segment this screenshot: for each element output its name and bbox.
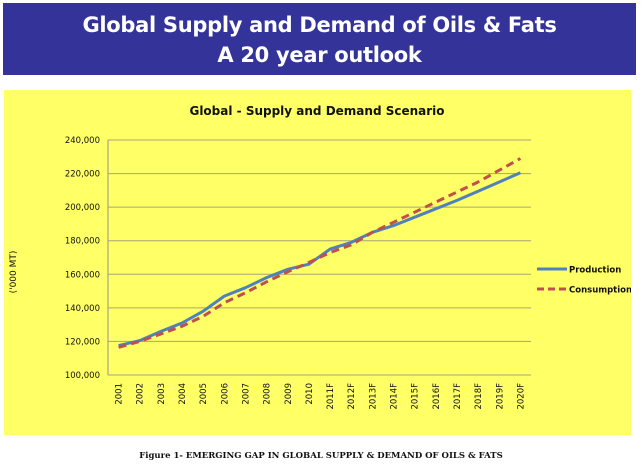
y-axis-label: ('000 MT) (9, 251, 19, 294)
legend-label: Production (569, 266, 621, 276)
x-tick-label: 2005 (199, 383, 209, 405)
figure-caption: Figure 1- EMERGING GAP IN GLOBAL SUPPLY … (139, 451, 503, 461)
x-axis-ticks: 2001 2002 2003 2004 2005 2006 2007 2008 2009 2010… (115, 383, 527, 410)
y-tick-label: 100,000 (65, 371, 100, 381)
x-tick-label: 2012F (347, 383, 357, 410)
series-line-production (118, 171, 522, 348)
x-tick-label: 2001 (115, 383, 125, 405)
x-tick-label: 2017F (453, 383, 463, 410)
x-tick-label: 2019F (495, 383, 505, 410)
series-line-consumption (118, 157, 522, 349)
series-lines (118, 157, 522, 349)
x-tick-label: 2003 (157, 383, 167, 405)
x-tick-label: 2009 (284, 383, 294, 405)
y-tick-label: 120,000 (65, 337, 100, 347)
gridlines (107, 139, 531, 376)
y-tick-label: 220,000 (65, 170, 100, 180)
x-tick-label: 2013F (368, 383, 378, 410)
legend-label: Consumption (569, 286, 631, 296)
y-tick-label: 240,000 (65, 136, 100, 146)
x-tick-label: 2007 (241, 383, 251, 405)
y-tick-label: 140,000 (65, 304, 100, 314)
y-tick-label: 200,000 (65, 203, 100, 213)
y-tick-label: 160,000 (65, 270, 100, 280)
x-tick-label: 2002 (136, 383, 146, 405)
x-tick-label: 2008 (263, 383, 273, 405)
banner-title-line2: A 20 year outlook (217, 43, 422, 67)
x-tick-label: 2016F (432, 383, 442, 410)
x-tick-label: 2020F (516, 383, 526, 410)
banner-title-line1: Global Supply and Demand of Oils & Fats (82, 13, 557, 37)
legend: Production Consumption (537, 266, 631, 296)
title-banner: Global Supply and Demand of Oils & Fats … (3, 3, 636, 75)
chart-area: Global - Supply and Demand Scenario ('00… (4, 90, 631, 435)
x-tick-label: 2015F (411, 383, 421, 410)
y-tick-label: 180,000 (65, 237, 100, 247)
x-tick-label: 2011F (326, 383, 336, 410)
x-tick-label: 2014F (390, 383, 400, 410)
line-chart: Global - Supply and Demand Scenario ('00… (9, 104, 631, 410)
x-tick-label: 2004 (178, 383, 188, 405)
y-axis-ticks: 100,000 120,000 140,000 160,000 180,000 200,0… (65, 136, 100, 381)
x-tick-label: 2006 (220, 383, 230, 405)
chart-title: Global - Supply and Demand Scenario (189, 104, 444, 118)
x-tick-label: 2018F (474, 383, 484, 410)
x-tick-label: 2010 (305, 383, 315, 405)
